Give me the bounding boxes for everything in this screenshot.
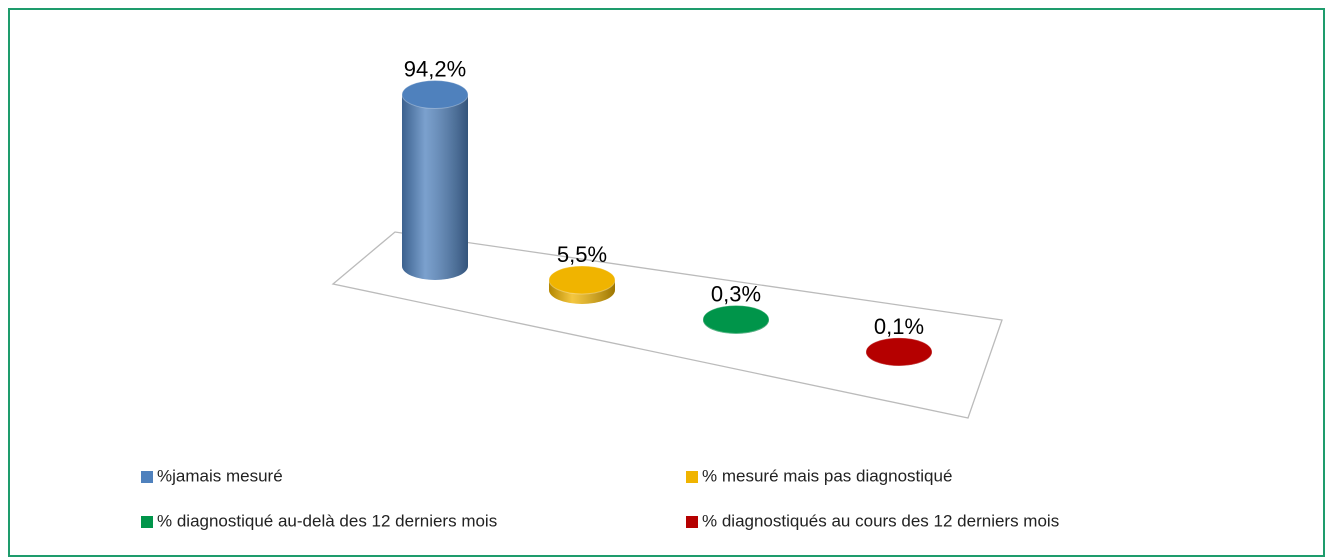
legend-swatch — [141, 471, 153, 483]
legend-label: % diagnostiqués au cours des 12 derniers… — [702, 511, 1059, 530]
cylinder-top — [702, 304, 770, 334]
value-label: 0,3% — [711, 281, 761, 306]
value-label: 94,2% — [404, 57, 466, 82]
cylinder-top — [548, 265, 616, 295]
legend-label: % mesuré mais pas diagnostiqué — [702, 466, 952, 485]
value-label: 0,1% — [874, 314, 924, 339]
frame — [8, 8, 1325, 557]
cylinder-top — [865, 337, 933, 367]
legend-swatch — [686, 471, 698, 483]
legend-label: % diagnostiqué au-delà des 12 derniers m… — [157, 511, 497, 530]
legend-swatch — [141, 516, 153, 528]
legend-label: %jamais mesuré — [157, 466, 283, 485]
cylinder-top — [401, 80, 469, 110]
value-label: 5,5% — [557, 242, 607, 267]
cylinder-shade — [402, 94, 468, 280]
legend-swatch — [686, 516, 698, 528]
floor — [331, 231, 1003, 419]
